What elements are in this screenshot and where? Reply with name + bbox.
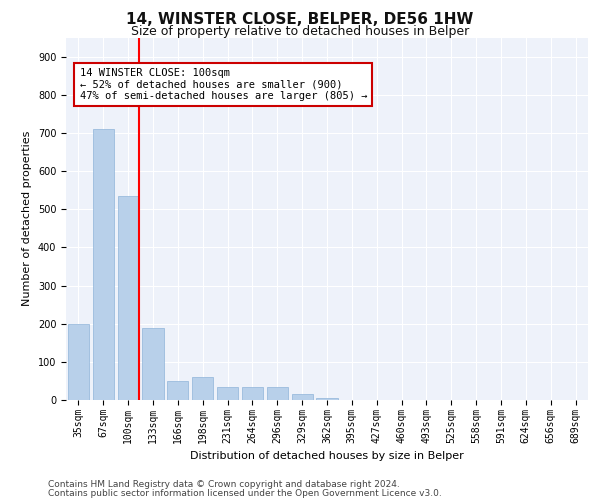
Bar: [192, 377, 213, 400]
Bar: [142, 328, 164, 400]
Text: 14 WINSTER CLOSE: 100sqm
← 52% of detached houses are smaller (900)
47% of semi-: 14 WINSTER CLOSE: 100sqm ← 52% of detach…: [80, 68, 367, 101]
Bar: [93, 129, 114, 400]
Bar: [118, 196, 139, 400]
Text: Contains HM Land Registry data © Crown copyright and database right 2024.: Contains HM Land Registry data © Crown c…: [48, 480, 400, 489]
Bar: [167, 381, 188, 400]
Bar: [267, 386, 288, 400]
X-axis label: Distribution of detached houses by size in Belper: Distribution of detached houses by size …: [190, 451, 464, 461]
Bar: [217, 386, 238, 400]
Bar: [68, 324, 89, 400]
Text: Contains public sector information licensed under the Open Government Licence v3: Contains public sector information licen…: [48, 488, 442, 498]
Bar: [316, 398, 338, 400]
Bar: [242, 386, 263, 400]
Y-axis label: Number of detached properties: Number of detached properties: [22, 131, 32, 306]
Text: Size of property relative to detached houses in Belper: Size of property relative to detached ho…: [131, 25, 469, 38]
Text: 14, WINSTER CLOSE, BELPER, DE56 1HW: 14, WINSTER CLOSE, BELPER, DE56 1HW: [127, 12, 473, 28]
Bar: [292, 394, 313, 400]
